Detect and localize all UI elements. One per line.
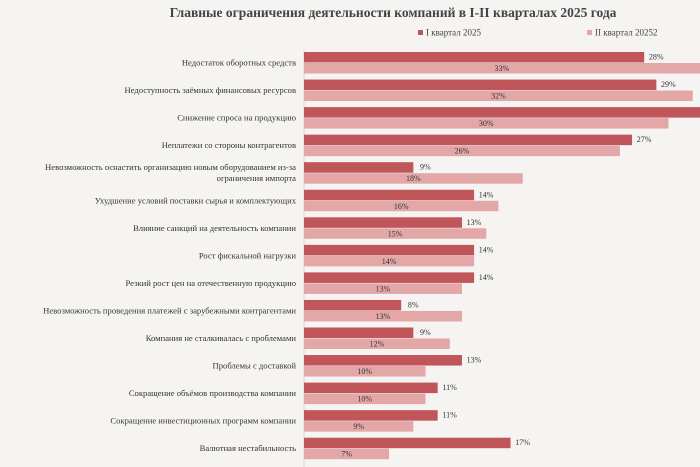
data-label-s1-5: 9%	[420, 163, 431, 172]
bar-s1-11	[304, 327, 414, 338]
data-label-s1-4: 27%	[637, 135, 652, 144]
bar-s2-3	[304, 118, 669, 129]
category-label-9: Резкий рост цен на отечественную продукц…	[125, 278, 296, 288]
data-label-s2-13: 10%	[357, 395, 372, 404]
data-label-s2-9: 13%	[376, 284, 391, 293]
data-label-s1-9: 14%	[479, 273, 494, 282]
bar-s2-15	[304, 448, 390, 460]
bar-s1-14	[304, 410, 438, 421]
bar-s2-10	[304, 310, 462, 322]
category-label-5-line-1: Невозможность оснастить организацию новы…	[45, 162, 296, 172]
category-label-15: Валютная нестабильность	[200, 443, 296, 453]
data-label-s1-6: 14%	[479, 190, 494, 199]
legend-swatch-2	[587, 30, 592, 35]
bar-s1-9	[304, 272, 475, 283]
bar-s2-9	[304, 283, 462, 294]
legend-label-2: II квартал 20252	[595, 28, 657, 38]
data-label-s1-11: 9%	[420, 328, 431, 337]
category-label-12: Проблемы с доставкой	[213, 361, 297, 371]
data-label-s1-2: 29%	[661, 80, 676, 89]
category-label-11: Компания не сталкивалась с проблемами	[146, 333, 297, 343]
legend-swatch-1	[418, 30, 423, 35]
bar-s2-1	[304, 63, 700, 74]
data-label-s1-15: 17%	[515, 438, 530, 447]
category-label-1: Недостаток оборотных средств	[182, 58, 296, 68]
bar-s2-2	[304, 90, 693, 102]
bar-s1-3	[304, 107, 700, 118]
category-label-10: Невозможность проведения платежей с зару…	[43, 305, 296, 315]
data-label-s2-7: 15%	[388, 229, 403, 238]
data-label-s2-2: 32%	[491, 92, 506, 101]
data-label-s2-3: 30%	[479, 119, 494, 128]
bar-s1-7	[304, 217, 462, 228]
category-label-3: Снижение спроса на продукцию	[177, 113, 296, 123]
data-label-s2-5: 18%	[406, 174, 421, 183]
data-label-s2-1: 33%	[495, 64, 510, 73]
legend-label-1: I квартал 2025	[426, 28, 481, 38]
data-label-s2-10: 13%	[376, 312, 391, 321]
bar-s2-4	[304, 145, 620, 157]
data-label-s1-13: 11%	[442, 383, 457, 392]
bars-group: 28% 33% 29% 32% 30% 27% 26% 9% 18% 14% 16% 13% 15% 14…	[303, 50, 700, 467]
bar-s2-7	[304, 228, 487, 239]
data-label-s2-15: 7%	[341, 450, 352, 459]
data-label-s2-12: 10%	[357, 367, 372, 376]
bar-s2-8	[304, 255, 475, 267]
bar-s1-5	[304, 162, 414, 173]
category-label-8: Рост фискальной нагрузки	[199, 250, 297, 260]
category-label-7: Влияние санкций на деятельность компании	[133, 223, 296, 233]
legend: I квартал 2025 II квартал 20252	[418, 28, 657, 38]
bar-s2-12	[304, 366, 426, 377]
bar-s1-8	[304, 244, 475, 256]
bar-s1-4	[304, 134, 633, 146]
category-label-5-line-2: ограничения импорта	[217, 173, 297, 183]
data-label-s1-12: 13%	[467, 356, 482, 365]
data-label-s2-8: 14%	[382, 257, 397, 266]
data-label-s1-10: 8%	[408, 300, 419, 309]
category-label-4: Неплатежи со стороны контрагентов	[162, 140, 296, 150]
bar-s1-10	[304, 299, 402, 311]
data-label-s1-7: 13%	[467, 218, 482, 227]
category-label-14: Сокращение инвестиционных программ компа…	[110, 416, 296, 426]
data-label-s2-11: 12%	[370, 340, 385, 349]
bar-s1-1	[304, 52, 645, 63]
bar-s1-6	[304, 189, 475, 201]
bar-s2-11	[304, 338, 450, 349]
data-label-s2-4: 26%	[455, 147, 470, 156]
bar-s1-2	[304, 79, 657, 91]
bar-s2-6	[304, 200, 499, 212]
chart-title: Главные ограничения деятельности компани…	[170, 5, 617, 20]
bar-s2-5	[304, 173, 523, 184]
data-label-s2-6: 16%	[394, 202, 409, 211]
bar-s1-13	[304, 382, 438, 394]
data-label-s1-14: 11%	[442, 411, 457, 420]
category-label-13: Сокращение объёмов производства компании	[129, 388, 297, 398]
bar-s2-14	[304, 421, 414, 432]
data-label-s1-8: 14%	[479, 245, 494, 254]
bar-s1-15	[304, 437, 511, 449]
category-label-6: Ухудшение условий поставки сырья и компл…	[95, 195, 297, 205]
category-label-2: Недоступность заёмных финансовых ресурсо…	[124, 85, 296, 95]
bar-s2-13	[304, 393, 426, 405]
category-labels: Недостаток оборотных средств Недоступност…	[43, 58, 297, 454]
bar-s1-12	[304, 355, 462, 366]
data-label-s2-14: 9%	[353, 422, 364, 431]
data-label-s1-1: 28%	[649, 53, 664, 62]
